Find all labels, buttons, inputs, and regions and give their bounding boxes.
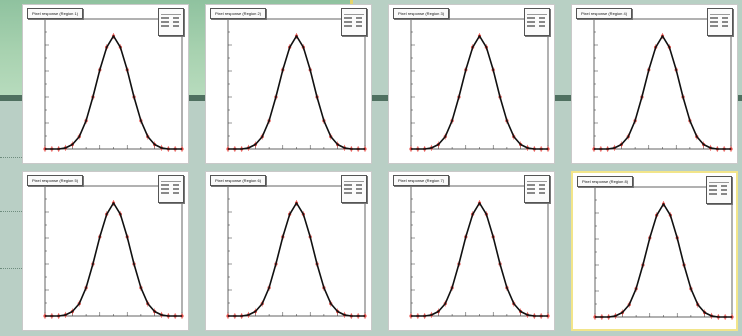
stats-line [709, 189, 729, 191]
stats-line [161, 188, 181, 190]
histogram-panel[interactable]: Pixel response (Region 3) [388, 4, 555, 164]
stats-line [527, 179, 547, 182]
stats-line [527, 12, 547, 15]
histogram-plot [592, 18, 733, 152]
stats-line [527, 188, 547, 190]
stats-line [527, 192, 547, 194]
stats-box [524, 175, 550, 203]
stats-line [527, 25, 547, 27]
stats-line [344, 179, 364, 182]
histogram-panel[interactable]: Pixel response (Region 6) [205, 171, 372, 331]
stats-line [161, 12, 181, 15]
stats-line [344, 25, 364, 27]
stats-line [710, 21, 730, 23]
fit-curve [594, 35, 731, 150]
histogram-panel[interactable]: Pixel response (Region 2) [205, 4, 372, 164]
stats-box [524, 8, 550, 36]
histogram-plot [409, 18, 550, 152]
stats-line [344, 188, 364, 190]
panel-title: Pixel response (Region 1) [27, 8, 84, 19]
stats-line [344, 192, 364, 194]
stats-line [710, 12, 730, 15]
dotted-rule [0, 211, 40, 212]
histogram-panel[interactable]: Pixel response (Region 4) [571, 4, 738, 164]
histogram-plot [226, 185, 367, 319]
stats-box [706, 176, 732, 204]
histogram-plot [593, 186, 734, 320]
histogram-panel[interactable]: Pixel response (Region 1) [22, 4, 189, 164]
stats-line [161, 25, 181, 27]
fit-curve [228, 202, 365, 317]
stats-box [341, 8, 367, 36]
panel-title: Pixel response (Region 2) [210, 8, 267, 19]
panel-title: Pixel response (Region 4) [576, 8, 633, 19]
fit-curve [228, 35, 365, 150]
histogram-plot [226, 18, 367, 152]
histogram-panel[interactable]: Pixel response (Region 5) [22, 171, 189, 331]
dotted-rule [0, 268, 40, 269]
stats-line [527, 21, 547, 23]
stats-line [710, 25, 730, 27]
fit-curve [45, 202, 182, 317]
histogram-plot [43, 18, 184, 152]
histogram-panel[interactable]: Pixel response (Region 8) [571, 171, 738, 331]
stats-line [709, 193, 729, 195]
panel-title: Pixel response (Region 3) [393, 8, 450, 19]
panel-title: Pixel response (Region 8) [577, 176, 634, 187]
histogram-plot [43, 185, 184, 319]
stats-line [161, 179, 181, 182]
fit-curve [411, 202, 548, 317]
stats-line [709, 185, 729, 187]
stats-line [709, 180, 729, 183]
panel-title: Pixel response (Region 7) [393, 175, 450, 186]
stats-line [527, 184, 547, 186]
stats-line [161, 192, 181, 194]
stats-line [161, 184, 181, 186]
stats-box [158, 8, 184, 36]
histogram-grid: Pixel response (Region 1) Pixel response … [22, 4, 742, 336]
stats-box [707, 8, 733, 36]
stats-line [344, 184, 364, 186]
fit-curve [411, 35, 548, 150]
stats-box [341, 175, 367, 203]
stats-line [344, 21, 364, 23]
stats-line [161, 21, 181, 23]
stats-line [710, 17, 730, 19]
fit-curve [595, 203, 732, 318]
panel-title: Pixel response (Region 5) [27, 175, 84, 186]
fit-curve [45, 35, 182, 150]
stats-line [527, 17, 547, 19]
panel-title: Pixel response (Region 6) [210, 175, 267, 186]
stats-line [161, 17, 181, 19]
stats-line [344, 12, 364, 15]
stats-line [344, 17, 364, 19]
dotted-rule [0, 157, 40, 158]
histogram-panel[interactable]: Pixel response (Region 7) [388, 171, 555, 331]
stats-box [158, 175, 184, 203]
histogram-plot [409, 185, 550, 319]
